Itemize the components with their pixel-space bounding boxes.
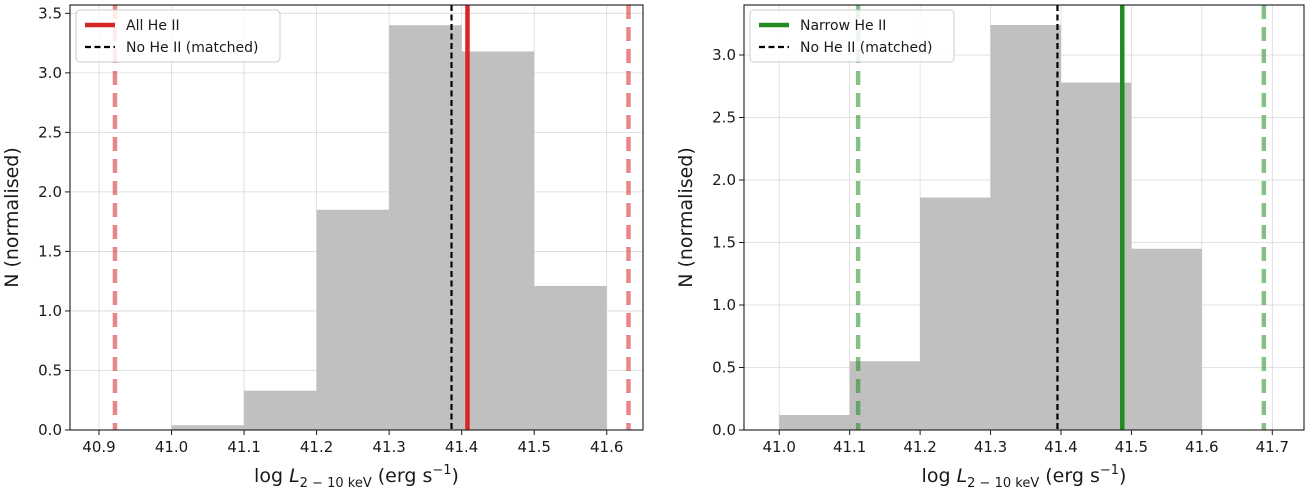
histogram-bar [171,425,245,430]
y-tick-label: 2.0 [712,171,736,189]
x-tick-label: 41.2 [903,438,936,456]
x-axis-label: log L2 − 10 keV (erg s−1) [254,463,459,491]
histogram-bar [920,197,991,430]
x-tick-label: 41.0 [155,438,188,456]
histogram-bar [534,285,607,430]
chart-panel-left: 40.9 41.0 41.1 41.2 41.3 41.4 41.5 41.6 0.0 0.5 1.… [1,4,644,491]
y-tick-label: 2.0 [38,183,62,201]
x-tick-label: 41.1 [833,438,866,456]
legend: All He II No He II (matched) [75,9,281,63]
x-tick-label: 41.6 [590,438,623,456]
x-tick-label: 41.1 [227,438,260,456]
y-tick-label: 0.0 [712,421,736,439]
x-tick-label: 41.7 [1256,438,1289,456]
axes-frame [69,4,644,431]
histogram-bar [990,25,1061,430]
y-tick-label: 0.5 [712,359,736,377]
legend-label: Narrow He II [800,18,886,34]
x-axis-label: log L2 − 10 keV (erg s−1) [922,463,1127,491]
y-tick-label: 1.0 [712,296,736,314]
x-tick-label: 41.3 [372,438,405,456]
legend-label: No He II (matched) [800,40,933,56]
legend: Narrow He II No He II (matched) [749,9,955,63]
y-tick-label: 2.5 [38,123,62,141]
y-axis-label: N (normalised) [1,147,23,288]
y-tick-label: 3.0 [712,46,736,64]
histogram-bar [461,51,535,430]
x-tick-label: 41.5 [1115,438,1148,456]
axes-frame [743,4,1305,431]
y-tick-label: 1.5 [38,242,62,260]
histogram-bar [389,25,462,430]
y-tick-label: 1.0 [38,302,62,320]
histogram-bar [779,415,850,430]
histogram-bar [849,361,921,430]
y-axis-label: N (normalised) [675,147,697,288]
legend-label: All He II [126,18,180,34]
y-tick-label: 3.0 [38,64,62,82]
y-tick-label: 2.5 [712,109,736,127]
legend-box [75,9,281,63]
y-tick-label: 3.5 [38,4,62,22]
plot-area [779,5,1267,430]
x-tick-label: 41.4 [1044,438,1077,456]
histogram-bar [244,390,317,430]
chart-panel-right: 41.0 41.1 41.2 41.3 41.4 41.5 41.6 41.7 0.0 0.5 1.… [675,4,1305,491]
y-tick-label: 0.5 [38,361,62,379]
y-tick-label: 1.5 [712,234,736,252]
x-tick-label: 41.3 [974,438,1007,456]
histogram-bar [316,209,390,430]
x-tick-label: 41.4 [445,438,478,456]
x-tick-label: 41.0 [763,438,796,456]
x-tick-label: 41.6 [1185,438,1218,456]
histogram-bar [1131,248,1202,430]
legend-box [749,9,955,63]
plot-area [112,5,631,430]
x-tick-label: 41.5 [517,438,550,456]
x-tick-label: 41.2 [300,438,333,456]
y-tick-label: 0.0 [38,421,62,439]
histogram-bar [1060,82,1132,430]
legend-label: No He II (matched) [126,40,259,56]
x-tick-label: 40.9 [82,438,115,456]
